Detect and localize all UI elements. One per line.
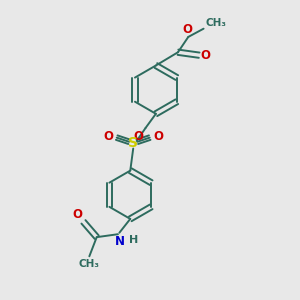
Text: H: H — [129, 236, 138, 245]
Text: O: O — [183, 23, 193, 36]
Text: O: O — [153, 130, 163, 143]
Text: S: S — [128, 136, 138, 150]
Text: CH₃: CH₃ — [205, 17, 226, 28]
Text: O: O — [103, 130, 113, 143]
Text: O: O — [72, 208, 82, 221]
Text: CH₃: CH₃ — [79, 259, 100, 269]
Text: O: O — [134, 130, 144, 143]
Text: N: N — [114, 236, 124, 248]
Text: O: O — [200, 49, 210, 62]
